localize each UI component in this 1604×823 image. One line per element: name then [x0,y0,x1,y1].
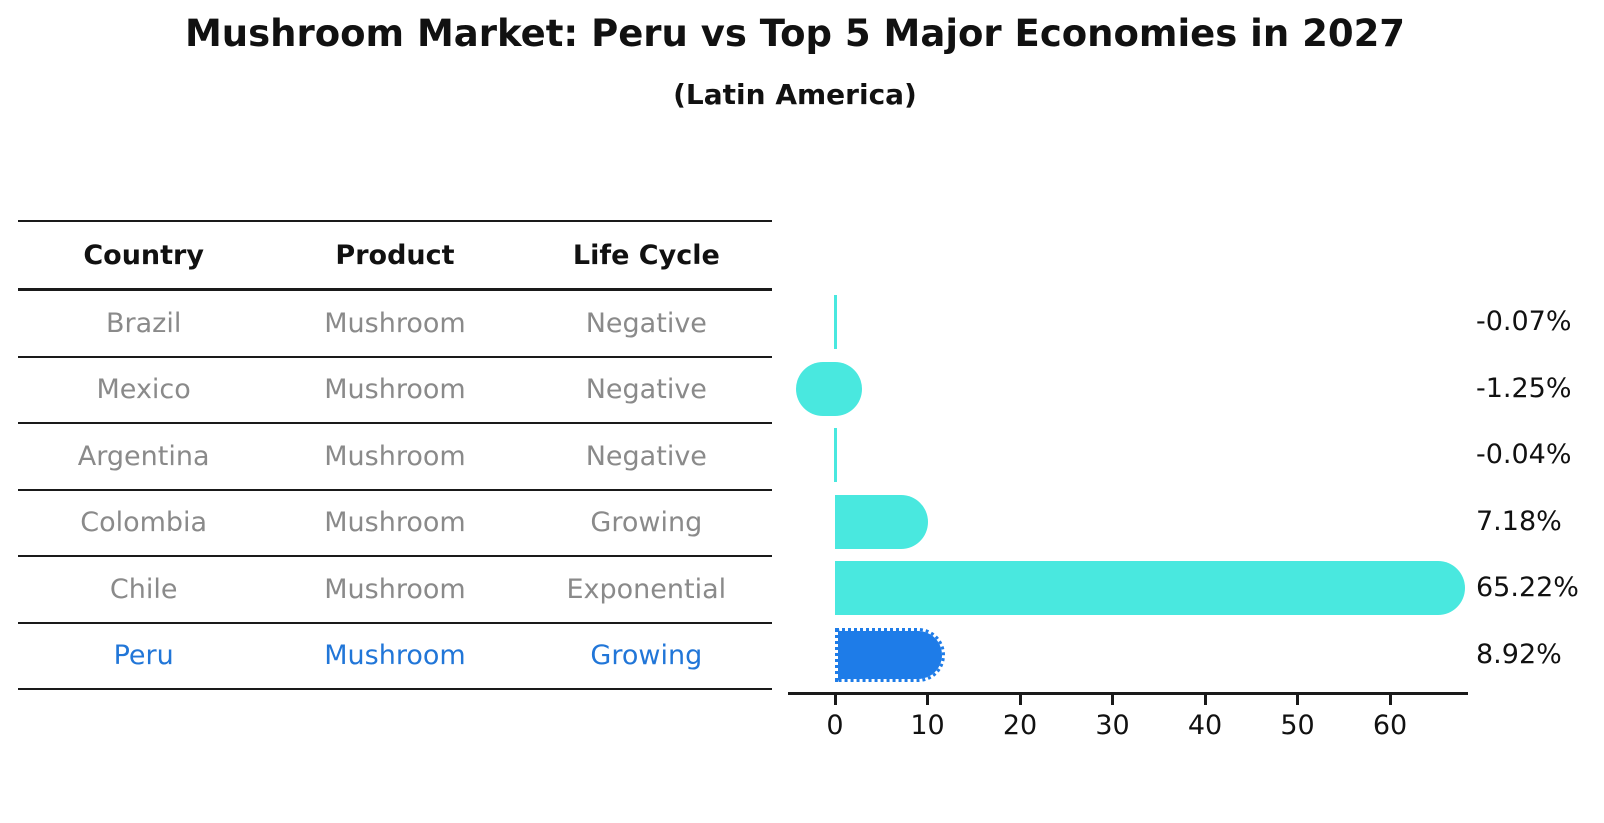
cell-country: Brazil [105,307,182,339]
cell-country: Colombia [80,507,208,539]
cell-product: Mushroom [324,507,466,539]
x-axis-tick-label: 50 [1280,710,1315,741]
table-row-argentina: Argentina Mushroom Negative [18,424,772,491]
cell-product: Mushroom [324,640,466,672]
table-row-chile: Chile Mushroom Exponential [18,557,772,624]
country-table: Country Product Life Cycle Brazil Mushro… [18,220,772,690]
cell-product: Mushroom [324,440,466,472]
x-axis-tick-label: 30 [1095,710,1130,741]
value-label-colombia: 7.18% [1476,505,1562,537]
bar-brazil [833,295,837,349]
value-label-mexico: -1.25% [1476,372,1572,404]
cell-lifecycle: Growing [590,640,703,672]
value-label-brazil: -0.07% [1476,306,1572,337]
value-label-chile: 65.22% [1476,572,1579,603]
bar-chile [835,561,1466,615]
x-axis-tick [1388,695,1392,705]
x-axis-line [788,692,1468,695]
x-axis-tick-label: 10 [910,710,945,741]
table-header-country: Country [83,239,204,271]
cell-country: Peru [113,640,174,672]
cell-product: Mushroom [324,307,466,339]
value-label-argentina: -0.04% [1476,439,1572,470]
x-axis-tick [1111,695,1114,705]
x-axis-tick-label: 0 [826,710,844,741]
x-axis-tick [926,695,929,705]
cell-product: Mushroom [324,374,466,406]
x-axis-tick-label: 40 [1187,710,1223,741]
cell-lifecycle: Negative [585,374,707,406]
table-row-peru: Peru Mushroom Growing [18,624,772,690]
bar-peru [835,627,945,682]
cell-country: Chile [109,573,178,605]
table-row-brazil: Brazil Mushroom Negative [18,291,772,358]
table-header-row: Country Product Life Cycle [18,222,772,291]
table-row-mexico: Mexico Mushroom Negative [18,358,772,424]
x-axis-tick [1296,695,1299,705]
bar-argentina [833,428,837,482]
x-axis-tick [833,695,837,705]
cell-product: Mushroom [324,573,466,605]
x-axis-tick [1018,695,1022,705]
table-header-product: Product [335,239,455,271]
cell-country: Mexico [96,374,191,406]
table-row-colombia: Colombia Mushroom Growing [18,491,772,557]
x-axis-tick [1203,695,1207,705]
cell-lifecycle: Negative [585,307,707,339]
value-label-peru: 8.92% [1476,638,1562,670]
chart-title: Mushroom Market: Peru vs Top 5 Major Eco… [184,12,1406,55]
chart-subtitle: (Latin America) [673,78,917,111]
cell-lifecycle: Exponential [566,573,727,605]
cell-country: Argentina [77,440,210,472]
x-axis-tick-label: 20 [1002,710,1038,741]
cell-lifecycle: Negative [585,440,707,472]
bar-mexico [796,361,862,416]
x-axis-tick-label: 60 [1372,710,1408,741]
table-header-lifecycle: Life Cycle [572,239,720,271]
cell-lifecycle: Growing [590,507,703,539]
bar-colombia [835,494,929,549]
